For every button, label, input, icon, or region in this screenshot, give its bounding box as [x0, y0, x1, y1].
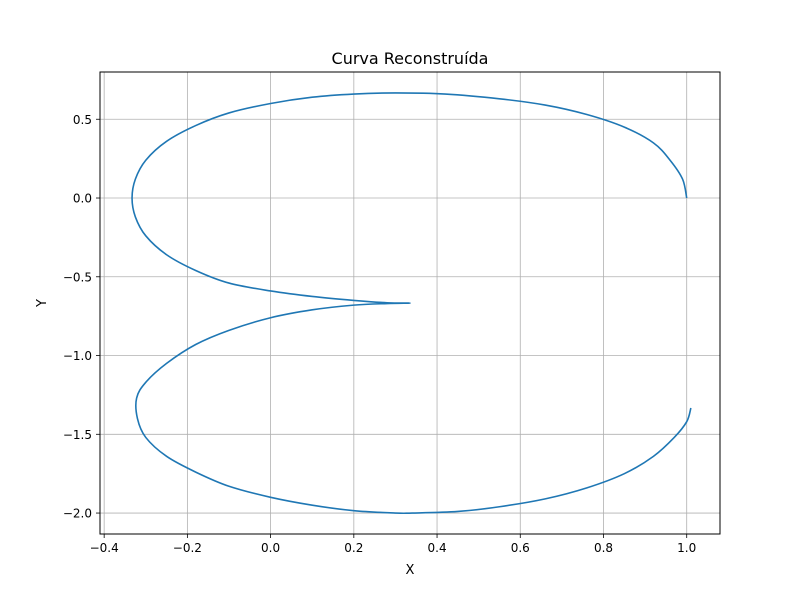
- x-tick-label: 0.8: [594, 541, 613, 555]
- x-tick-label: −0.4: [90, 541, 119, 555]
- x-tick-label: −0.2: [173, 541, 202, 555]
- plot-frame: [99, 71, 721, 535]
- series-line-curve: [131, 92, 692, 515]
- y-tick-label: −0.5: [63, 270, 92, 284]
- chart-title: Curva Reconstruída: [332, 49, 489, 68]
- curve-layer: [131, 92, 692, 515]
- x-tick-label: 0.6: [511, 541, 530, 555]
- y-tick-label: −1.5: [63, 428, 92, 442]
- y-tick-label: −1.0: [63, 349, 92, 363]
- x-tick-label: 0.4: [428, 541, 447, 555]
- y-tick-label: 0.0: [73, 192, 92, 206]
- y-axis-label: Y: [35, 299, 50, 308]
- y-tick-label: −2.0: [63, 507, 92, 521]
- x-axis-label: X: [406, 563, 415, 578]
- x-tick-label: 0.0: [261, 541, 280, 555]
- x-tick-label: 1.0: [677, 541, 696, 555]
- x-tick-label: 0.2: [344, 541, 363, 555]
- axis-ticks: −0.4 −0.2 0.0 0.2 0.4 0.6 0.8 1.0 0.5 0.0 −0.5 −1.0…: [63, 113, 696, 555]
- y-tick-label: 0.5: [73, 113, 92, 127]
